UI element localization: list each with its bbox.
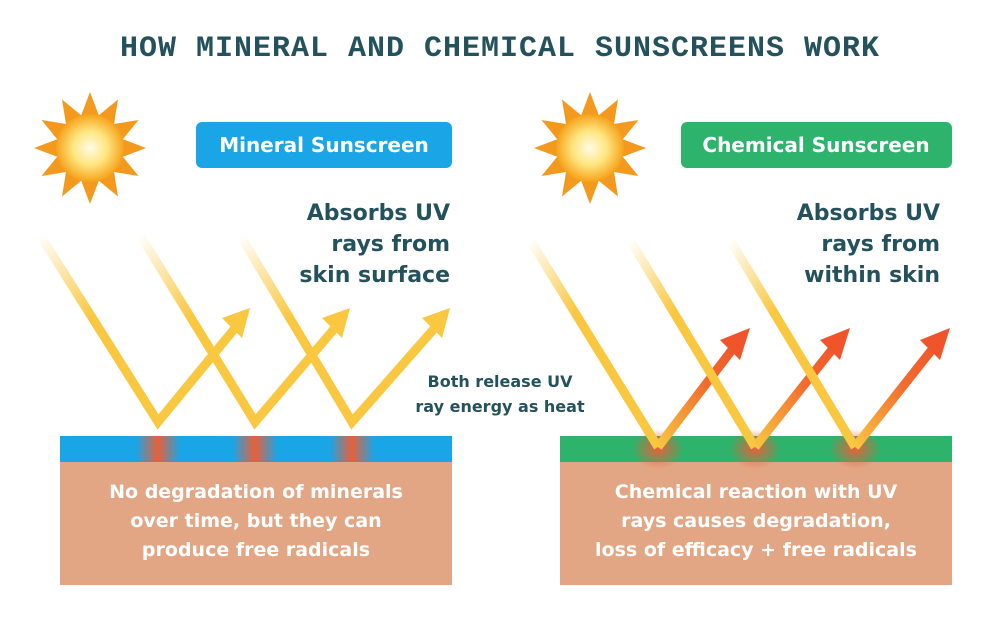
heat-band xyxy=(330,436,374,462)
description: Absorbs UV xyxy=(307,201,450,226)
uv-ray xyxy=(36,232,244,430)
panel-label: Chemical Sunscreen xyxy=(702,133,929,157)
caption: produce free radicals xyxy=(142,539,370,561)
heat-glow xyxy=(632,429,684,469)
uv-ray xyxy=(726,237,859,450)
uv-ray xyxy=(236,232,444,430)
description: within skin xyxy=(804,263,940,288)
heat-glow xyxy=(729,429,781,469)
skin xyxy=(60,462,452,585)
caption: loss of efficacy + free radicals xyxy=(595,539,917,561)
arrow-head xyxy=(322,308,350,338)
arrow-head xyxy=(222,308,250,338)
panel-label: Mineral Sunscreen xyxy=(219,133,429,157)
uv-ray-out xyxy=(751,339,842,450)
sun xyxy=(556,114,624,182)
heat-band xyxy=(233,436,277,462)
skin xyxy=(560,462,952,585)
arrow-head xyxy=(422,308,450,338)
caption: rays causes degradation, xyxy=(621,510,891,532)
heat-band xyxy=(136,436,180,462)
description: Absorbs UV xyxy=(797,201,940,226)
title: HOW MINERAL AND CHEMICAL SUNSCREENS WORK xyxy=(120,32,880,66)
description: rays from xyxy=(821,232,940,257)
sun xyxy=(56,114,124,182)
caption: No degradation of minerals xyxy=(109,481,403,503)
description: skin surface xyxy=(299,263,450,288)
center-note: Both release UV xyxy=(428,372,574,391)
caption: Chemical reaction with UV xyxy=(615,481,898,503)
heat-glow xyxy=(829,429,881,469)
uv-ray xyxy=(526,237,662,450)
uv-ray xyxy=(626,237,759,450)
caption: over time, but they can xyxy=(130,510,381,532)
arrow-head xyxy=(720,328,750,360)
description: rays from xyxy=(331,232,450,257)
center-note: ray energy as heat xyxy=(415,397,585,416)
arrow-head xyxy=(920,328,950,360)
arrow-head xyxy=(820,328,850,360)
label-box xyxy=(196,122,452,168)
label-box xyxy=(681,122,952,168)
uv-ray-out xyxy=(851,339,942,450)
uv-ray-out xyxy=(654,339,742,450)
